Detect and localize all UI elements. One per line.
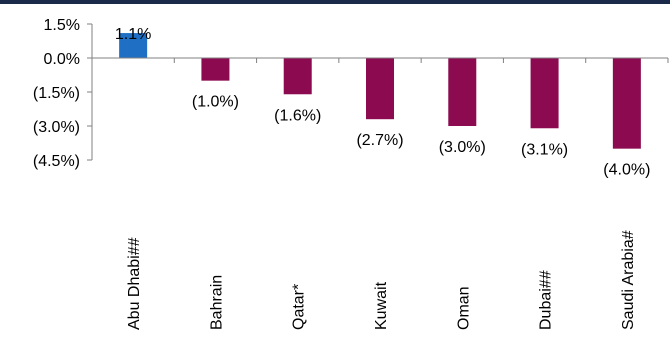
category-label: Dubai## bbox=[538, 270, 555, 330]
y-tick-label: (1.5%) bbox=[33, 85, 80, 102]
data-labels: 1.1% (1.0%) (1.6%) (2.7%) (3.0%) (3.1%) (4.0%) bbox=[115, 26, 651, 179]
bar bbox=[283, 58, 312, 95]
data-label: 1.1% bbox=[115, 26, 151, 43]
top-rule bbox=[0, 0, 670, 4]
category-label: Saudi Arabia# bbox=[620, 230, 637, 330]
bar bbox=[448, 58, 477, 126]
y-tick-label: 1.5% bbox=[44, 17, 80, 34]
y-tick-label: (3.0%) bbox=[33, 119, 80, 136]
data-label: (1.0%) bbox=[192, 94, 239, 111]
bar bbox=[366, 58, 394, 120]
category-label: Kuwait bbox=[373, 281, 390, 330]
category-label: Qatar* bbox=[291, 284, 308, 330]
data-label: (4.0%) bbox=[603, 162, 650, 179]
category-labels: Abu Dhabi## Bahrain Qatar* Kuwait Oman Dubai#… bbox=[126, 230, 637, 330]
category-label: Abu Dhabi## bbox=[126, 237, 143, 330]
y-tick-label: 0.0% bbox=[44, 51, 80, 68]
data-label: (1.6%) bbox=[274, 107, 321, 124]
data-label: (3.0%) bbox=[439, 139, 486, 156]
x-axis bbox=[91, 57, 669, 63]
data-label: (3.1%) bbox=[521, 141, 568, 158]
bar bbox=[612, 58, 641, 149]
y-tick-label: (4.5%) bbox=[33, 153, 80, 170]
bar bbox=[201, 58, 230, 81]
category-label: Bahrain bbox=[208, 275, 225, 330]
y-axis: 1.5% 0.0% (1.5%) (3.0%) (4.5%) bbox=[33, 17, 93, 170]
bar bbox=[119, 33, 148, 58]
category-label: Oman bbox=[455, 286, 472, 330]
data-label: (2.7%) bbox=[356, 132, 403, 149]
bar bbox=[530, 58, 559, 129]
bars bbox=[119, 33, 641, 149]
